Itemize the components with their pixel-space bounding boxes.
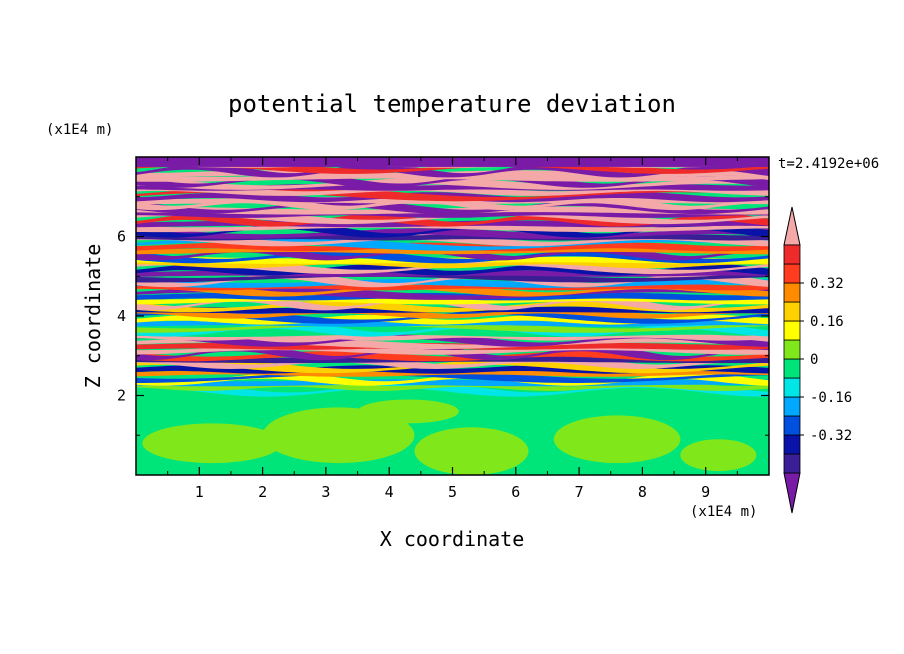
colorbar: 0.32 0.16 0 -0.16 -0.32 — [783, 206, 852, 514]
colorbar-tick-label: 0 — [810, 352, 818, 368]
field-band — [136, 358, 769, 374]
colorbar-swatch — [783, 263, 801, 284]
field-region — [553, 415, 681, 464]
x-tick-label: 4 — [385, 483, 394, 501]
field-band — [136, 329, 769, 337]
colorbar-swatch — [783, 301, 801, 322]
x-tick-label: 3 — [321, 483, 330, 501]
colorbar-swatch — [783, 396, 801, 417]
field-band — [136, 356, 769, 369]
colorbar-extend-low — [783, 472, 801, 514]
x-tick-label: 6 — [511, 483, 520, 501]
field-region — [414, 427, 529, 475]
y-unit-label: (x1E4 m) — [46, 122, 113, 138]
field-region — [262, 407, 415, 464]
x-tick-label: 8 — [638, 483, 647, 501]
colorbar-tick-label: 0.16 — [810, 314, 844, 330]
field-band — [136, 381, 769, 397]
field-band — [136, 331, 769, 347]
field-band — [136, 185, 769, 202]
field-band — [136, 213, 769, 227]
colorbar-swatch — [783, 415, 801, 436]
field-band — [136, 278, 769, 288]
field-band — [136, 233, 769, 247]
field-band — [136, 307, 769, 319]
field-region — [680, 439, 757, 472]
x-axis-label: X coordinate — [380, 527, 525, 551]
colorbar-swatch — [783, 453, 801, 474]
field-band — [136, 336, 769, 349]
x-unit-label: (x1E4 m) — [690, 504, 757, 520]
colorbar-swatch — [783, 377, 801, 398]
field-band — [136, 221, 769, 233]
y-tick-label: 4 — [117, 307, 126, 325]
field-band — [136, 185, 769, 196]
x-tick-label: 7 — [575, 483, 584, 501]
colorbar-swatch — [783, 320, 801, 341]
colorbar-tick-label: 0.32 — [810, 276, 844, 292]
field-band — [136, 282, 769, 297]
field-band — [136, 264, 769, 276]
chart-title: potential temperature deviation — [228, 90, 676, 118]
y-tick-label: 2 — [117, 387, 126, 405]
x-tick-label: 9 — [701, 483, 710, 501]
colorbar-tick-label: -0.16 — [810, 390, 852, 406]
colorbar-swatch — [783, 358, 801, 379]
y-axis-label: Z coordinate — [81, 244, 105, 389]
heatmap-field — [136, 157, 769, 475]
colorbar-swatch — [783, 434, 801, 455]
field-band — [136, 163, 769, 178]
field-band — [136, 286, 769, 300]
y-tick-label: 6 — [117, 228, 126, 246]
x-tick-label: 5 — [448, 483, 457, 501]
field-band — [136, 228, 769, 239]
colorbar-swatch — [783, 244, 801, 265]
field-region — [357, 399, 459, 424]
colorbar-extend-high — [783, 206, 801, 246]
x-tick-label: 1 — [195, 483, 204, 501]
x-tick-label: 2 — [258, 483, 267, 501]
colorbar-tick-label: -0.32 — [810, 428, 852, 444]
colorbar-swatch — [783, 282, 801, 303]
field-band — [136, 270, 769, 283]
field-band — [136, 368, 769, 383]
field-band — [136, 387, 769, 398]
field-band — [136, 235, 769, 251]
field-region — [142, 423, 282, 464]
time-label: t=2.4192e+06 — [778, 156, 879, 172]
field-band — [136, 177, 769, 190]
field-band — [136, 319, 769, 333]
colorbar-swatch — [783, 339, 801, 360]
